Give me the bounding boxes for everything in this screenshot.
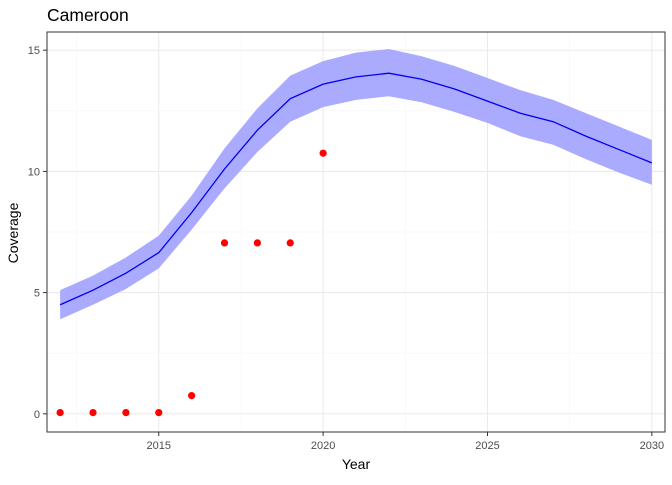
axes: 2015 2020 2025 2030 0 5 10 15 [28, 45, 664, 452]
panel-border [46, 31, 666, 433]
y-tick-label: 0 [34, 409, 40, 421]
confidence-band [60, 48, 652, 320]
y-axis-title: Coverage [5, 202, 21, 263]
y-tick-label: 10 [28, 166, 40, 178]
y-tick-label: 15 [28, 45, 40, 57]
chart-title: Cameroon [47, 5, 129, 25]
data-point [220, 239, 229, 247]
confidence-band-area [60, 48, 652, 320]
data-point [188, 392, 196, 400]
x-tick-label: 2020 [311, 440, 335, 452]
data-point [56, 409, 64, 417]
data-point [89, 409, 97, 417]
x-tick-label: 2030 [640, 440, 664, 452]
x-tick-label: 2025 [475, 440, 499, 452]
x-tick-label: 2015 [147, 440, 171, 452]
trend-line-path [59, 72, 653, 306]
trend-line [59, 72, 653, 306]
data-point [286, 239, 294, 247]
data-point [122, 409, 130, 417]
data-point [155, 409, 163, 417]
data-point [253, 239, 261, 247]
observed-points [56, 149, 327, 417]
grid [47, 32, 665, 432]
y-tick-label: 5 [34, 288, 40, 300]
data-point [319, 149, 327, 157]
x-axis-title: Year [342, 456, 371, 472]
